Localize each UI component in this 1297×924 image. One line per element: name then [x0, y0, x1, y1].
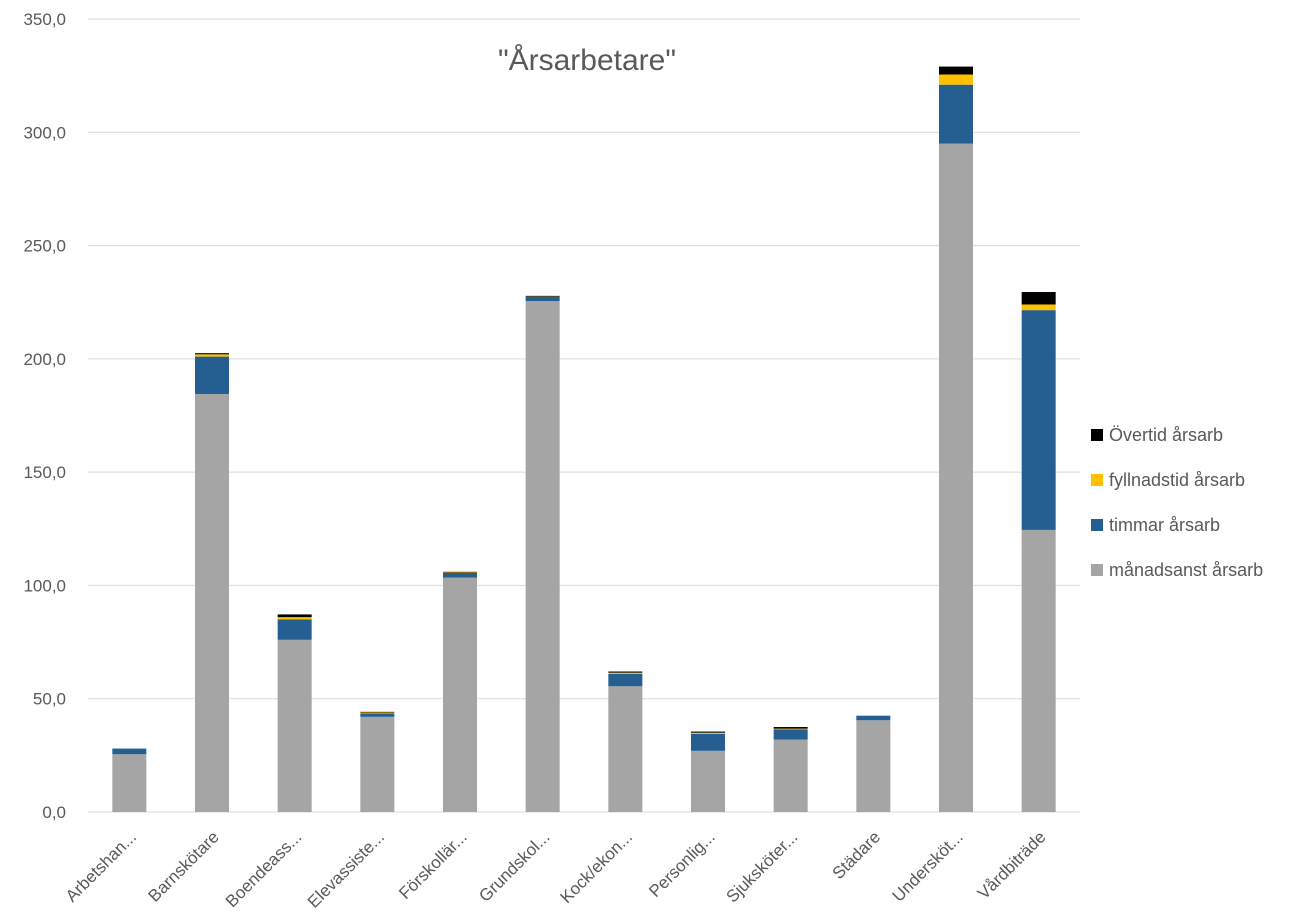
bar-segment [1021, 529, 1056, 812]
bar-segment [691, 731, 725, 733]
bar-segment [443, 572, 477, 578]
legend-swatch [1091, 564, 1103, 576]
bar-segment [939, 84, 973, 144]
x-tick-label: Städare [829, 827, 885, 883]
bar-segment [1021, 310, 1056, 530]
x-tick-label: Barnskötare [145, 827, 223, 905]
y-tick-label: 0,0 [42, 803, 66, 822]
bar-segment [773, 729, 808, 740]
bar-segment [360, 711, 395, 713]
x-tick-label: Kock/ekon... [557, 827, 637, 907]
bar-segment [443, 572, 477, 573]
bar-segment [360, 712, 395, 714]
y-tick-label: 300,0 [23, 123, 66, 142]
bar-segment [277, 614, 312, 618]
bar-segment [691, 750, 725, 812]
bar-segment [1021, 292, 1056, 305]
y-tick-label: 150,0 [23, 463, 66, 482]
bar-segment [773, 728, 808, 730]
bar-segment [691, 733, 725, 751]
bar-segment [277, 619, 312, 640]
legend-label: Övertid årsarb [1109, 425, 1223, 445]
bar-segment [608, 671, 643, 673]
bar-segment [608, 673, 643, 687]
bar-segment [360, 713, 395, 717]
x-tick-label: Arbetshan... [62, 827, 140, 905]
bar-segment [525, 301, 560, 812]
x-tick-label: Vårdbiträde [974, 827, 1050, 903]
bar-segment [195, 393, 229, 812]
y-tick-label: 50,0 [33, 690, 66, 709]
bar-segment [195, 356, 229, 394]
bar-segment [939, 66, 973, 75]
legend-swatch [1091, 474, 1103, 486]
legend-swatch [1091, 429, 1103, 441]
legend-swatch [1091, 519, 1103, 531]
y-tick-label: 250,0 [23, 237, 66, 256]
bar-segment [195, 353, 229, 355]
x-tick-label: Personlig... [645, 827, 719, 901]
y-tick-label: 200,0 [23, 350, 66, 369]
bar-segment [856, 715, 891, 721]
chart-title: "Årsarbetare" [498, 44, 676, 77]
bar-segment [939, 143, 973, 813]
bar-segment [856, 720, 891, 812]
bar-segment [112, 754, 147, 812]
bar-segment [691, 732, 725, 734]
bar-segment [195, 354, 229, 357]
legend-label: månadsanst årsarb [1109, 560, 1263, 580]
x-tick-label: Elevassiste... [304, 827, 388, 911]
bar-segment [608, 672, 643, 674]
x-tick-label: Boendeass... [222, 827, 306, 911]
x-tick-label: Undersköt... [889, 827, 967, 905]
bar-segment [1021, 304, 1056, 311]
bar-segment [360, 716, 395, 812]
x-tick-label: Förskollär... [395, 827, 471, 903]
bar-segment [525, 295, 560, 297]
bar-segment [443, 571, 477, 573]
bar-segment [277, 617, 312, 620]
bar-segment [608, 686, 643, 812]
y-tick-label: 100,0 [23, 576, 66, 595]
bar-segment [112, 748, 147, 755]
bar-segment [773, 727, 808, 729]
bar-segment [939, 74, 973, 85]
bar-segment [277, 639, 312, 812]
legend-label: timmar årsarb [1109, 515, 1220, 535]
bar-segment [773, 739, 808, 812]
legend-label: fyllnadstid årsarb [1109, 470, 1245, 490]
bar-segment [443, 577, 477, 812]
x-tick-label: Grundskol... [475, 827, 553, 905]
bar-segment [525, 296, 560, 302]
y-tick-label: 350,0 [23, 10, 66, 29]
x-tick-label: Sjuksköter... [723, 827, 802, 906]
